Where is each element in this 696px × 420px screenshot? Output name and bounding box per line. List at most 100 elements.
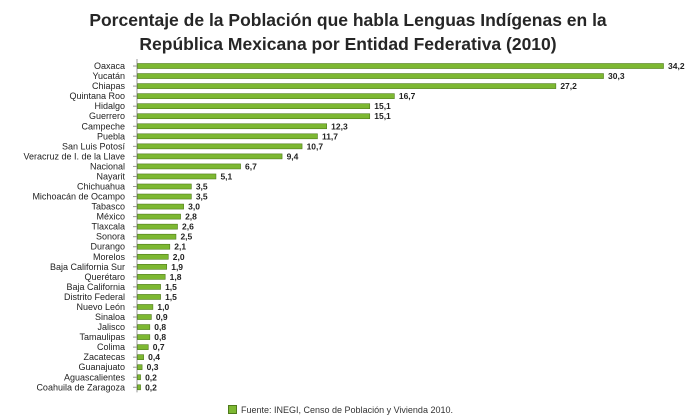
bar[interactable]: [137, 133, 318, 140]
bar[interactable]: [137, 284, 161, 290]
bar[interactable]: [137, 183, 192, 190]
category-label: Chichuahua: [77, 182, 125, 192]
bar[interactable]: [137, 193, 192, 200]
value-label: 0,3: [147, 362, 159, 372]
category-label: Sonora: [96, 232, 125, 242]
category-label: Jalisco: [97, 322, 125, 332]
value-label: 1,5: [165, 282, 177, 292]
category-label: Nayarit: [96, 171, 125, 181]
category-label: Yucatán: [92, 71, 125, 81]
category-label: Zacatecas: [83, 352, 125, 362]
bar[interactable]: [137, 364, 143, 371]
bar[interactable]: [137, 334, 151, 340]
chart-title-line2: República Mexicana por Entidad Federativ…: [139, 34, 557, 54]
value-label: 15,1: [374, 111, 391, 121]
value-label: 30,3: [608, 71, 625, 81]
category-label: Colima: [97, 342, 125, 352]
category-label: Querétaro: [84, 272, 125, 282]
bar[interactable]: [137, 384, 141, 391]
bar[interactable]: [137, 83, 557, 89]
value-label: 27,2: [560, 81, 577, 91]
source-note: Fuente: INEGI, Censo de Población y Vivi…: [228, 405, 453, 415]
category-label: Baja California: [66, 282, 125, 292]
category-label: Tlaxcala: [91, 222, 125, 232]
value-label: 2,0: [173, 252, 185, 262]
bar[interactable]: [137, 243, 171, 250]
category-label: Distrito Federal: [64, 292, 125, 302]
category-label: Tamaulipas: [79, 332, 125, 342]
value-label: 0,8: [154, 322, 166, 332]
bar[interactable]: [137, 294, 161, 300]
bar[interactable]: [137, 233, 177, 240]
value-label: 2,1: [174, 242, 186, 252]
category-label: Nacional: [90, 161, 125, 171]
category-label: Quintana Roo: [69, 91, 125, 101]
bar[interactable]: [137, 304, 154, 310]
value-label: 5,1: [220, 171, 232, 181]
bar[interactable]: [137, 324, 151, 330]
value-label: 1,9: [171, 262, 183, 272]
category-label: Nuevo León: [76, 302, 125, 312]
value-label: 0,2: [145, 382, 157, 392]
value-label: 16,7: [399, 91, 416, 101]
category-label: México: [96, 212, 125, 222]
bar[interactable]: [137, 223, 178, 230]
value-label: 0,4: [148, 352, 160, 362]
value-label: 1,5: [165, 292, 177, 302]
category-label: Puebla: [97, 131, 125, 141]
category-label: Sinaloa: [95, 312, 125, 322]
chart-title-line1: Porcentaje de la Población que habla Len…: [89, 10, 607, 30]
value-label: 0,8: [154, 332, 166, 342]
value-label: 3,5: [196, 182, 208, 192]
chart-title: Porcentaje de la Población que habla Len…: [0, 8, 696, 56]
category-label: Chiapas: [92, 81, 126, 91]
value-label: 2,8: [185, 212, 197, 222]
bar[interactable]: [137, 143, 303, 150]
bar[interactable]: [137, 213, 181, 220]
bar[interactable]: [137, 253, 169, 260]
category-label: Durango: [90, 242, 125, 252]
bar[interactable]: [137, 63, 664, 69]
bar[interactable]: [137, 314, 152, 320]
bar[interactable]: [137, 123, 327, 130]
value-label: 3,5: [196, 192, 208, 202]
value-label: 0,7: [153, 342, 165, 352]
value-label: 6,7: [245, 161, 257, 171]
category-label: San Luis Potosí: [62, 141, 126, 151]
value-label: 12,3: [331, 121, 348, 131]
bar[interactable]: [137, 274, 166, 280]
bar[interactable]: [137, 163, 241, 170]
value-label: 1,8: [170, 272, 182, 282]
bar[interactable]: [137, 264, 168, 270]
bar[interactable]: [137, 354, 144, 360]
category-label: Hidalgo: [94, 101, 125, 111]
value-label: 9,4: [287, 151, 299, 161]
category-label: Coahuila de Zaragoza: [36, 382, 125, 392]
value-label: 34,2: [668, 61, 685, 71]
value-label: 2,5: [180, 232, 192, 242]
category-label: Guanajuato: [78, 362, 125, 372]
bar[interactable]: [137, 73, 604, 79]
category-label: Morelos: [93, 252, 126, 262]
bar[interactable]: [137, 93, 395, 99]
value-label: 10,7: [307, 141, 324, 151]
category-label: Campeche: [81, 121, 125, 131]
value-label: 0,2: [145, 372, 157, 382]
bar[interactable]: [137, 113, 371, 120]
bar[interactable]: [137, 103, 371, 109]
value-label: 2,6: [182, 222, 194, 232]
source-text: Fuente: INEGI, Censo de Población y Vivi…: [241, 405, 453, 415]
bar[interactable]: [137, 344, 149, 350]
value-label: 11,7: [322, 131, 338, 141]
category-label: Aguascalientes: [64, 372, 126, 382]
value-label: 15,1: [374, 101, 391, 111]
bar[interactable]: [137, 153, 283, 160]
category-label: Veracruz de I. de la Llave: [23, 151, 125, 161]
category-label: Tabasco: [91, 202, 125, 212]
category-label: Michoacán de Ocampo: [32, 192, 125, 202]
category-label: Oaxaca: [94, 61, 125, 71]
bar[interactable]: [137, 173, 217, 180]
bar[interactable]: [137, 374, 141, 381]
legend-key-icon: [228, 405, 237, 414]
bar[interactable]: [137, 203, 184, 210]
